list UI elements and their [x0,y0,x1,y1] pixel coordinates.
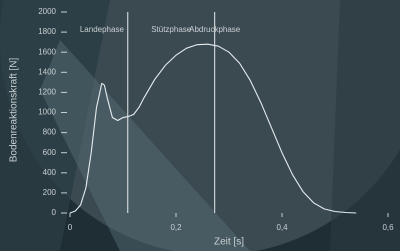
background-shape [330,0,400,251]
y-axis-label: Bodenreaktionskraft [N] [9,58,20,163]
chart: Bodenreaktionskraft [N] Zeit [s] 0 200 400… [0,0,400,251]
y-tick-label: 200 [43,188,57,197]
x-tick-label: 0,6 [382,223,394,232]
x-tick-label: 0 [68,223,73,232]
y-tick-label: 1600 [38,47,56,56]
phase-label: Abdruckphase [189,25,241,34]
y-tick-label: 0 [52,208,57,217]
y-tick-label: 1800 [38,27,56,36]
phase-label: Stützphase [151,25,192,34]
y-tick-label: 600 [43,148,57,157]
y-tick-label: 800 [43,128,57,137]
y-tick-label: 1200 [38,88,56,97]
y-tick-label: 2000 [38,7,56,16]
x-tick-label: 0,2 [170,223,182,232]
y-tick-label: 1000 [38,108,56,117]
y-tick-label: 400 [43,168,57,177]
x-tick-label: 0,4 [276,223,288,232]
page: {"chart_data": {"type": "line", "y_label… [0,0,400,251]
phase-label: Landephase [80,25,125,34]
y-tick-label: 1400 [38,67,56,76]
x-axis-label: Zeit [s] [214,237,244,248]
